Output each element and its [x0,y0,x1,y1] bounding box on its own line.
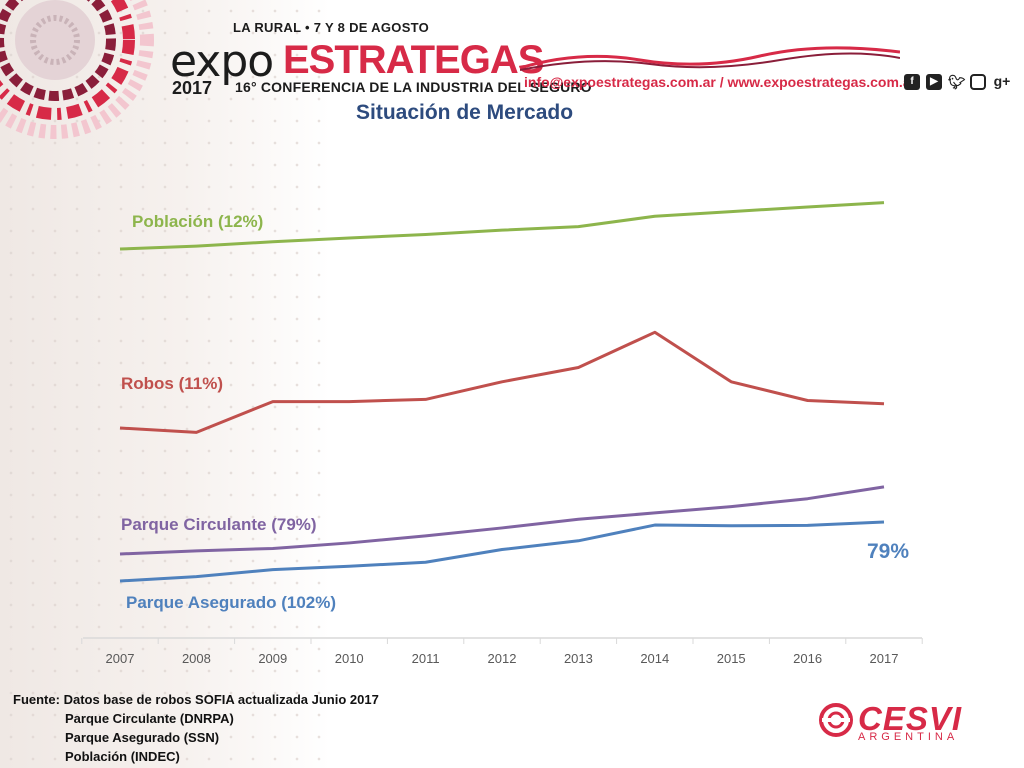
decorative-waves [520,46,900,71]
x-tick-label: 2008 [182,651,211,666]
source-notes: Fuente: Datos base de robos SOFIA actual… [13,690,379,766]
google-plus-icon[interactable]: g+ [993,73,1011,89]
decorative-circle-logo [0,0,154,139]
x-tick-label: 2007 [106,651,135,666]
twitter-icon[interactable]: 🐦︎ [948,74,966,90]
cesvi-brand: CESVI [858,700,963,737]
facebook-icon[interactable]: f [904,74,920,90]
x-tick-label: 2011 [412,651,440,666]
source-line-3: Parque Asegurado (SSN) [65,730,220,745]
x-tick-label: 2016 [793,651,822,666]
event-date: LA RURAL • 7 Y 8 DE AGOSTO [233,20,430,35]
series-line-0 [119,201,885,251]
series-label-1: Robos (11%) [121,374,223,393]
contact-info[interactable]: info@expoestrategas.com.ar / www.expoest… [524,74,917,90]
cesvi-sub: ARGENTINA [858,731,959,743]
source-line-2: Parque Circulante (DNRPA) [65,711,234,726]
x-tick-label: 2010 [335,651,364,666]
youtube-icon[interactable]: ▶ [926,74,942,90]
source-line-1: Datos base de robos SOFIA actualizada Ju… [63,692,379,707]
instagram-icon[interactable] [970,74,986,90]
series-line-3 [119,520,885,583]
logo-year: 2017 [172,78,213,98]
annotation-label: 79% [867,540,909,563]
x-tick-label: 2015 [717,651,746,666]
x-tick-label: 2012 [488,651,517,666]
series-label-0: Población (12%) [132,212,263,231]
x-tick-label: 2017 [870,651,899,666]
source-line-4: Población (INDEC) [65,749,180,764]
series-line-2 [119,485,885,556]
source-label: Fuente: [13,692,60,707]
x-tick-label: 2009 [258,651,287,666]
series-label-3: Parque Asegurado (102%) [126,593,336,612]
logo-expo: expo [170,36,274,87]
series-label-2: Parque Circulante (79%) [121,515,317,534]
social-links: f ▶ 🐦︎ g+ [904,74,1012,90]
page-title: Situación de Mercado [356,101,574,124]
cesvi-logo-icon [819,703,853,737]
logo-estrategas: ESTRATEGAS [283,38,544,82]
conference-name: 16° CONFERENCIA DE LA INDUSTRIA DEL SEGU… [235,79,592,95]
series-line-1 [119,330,885,434]
x-tick-label: 2013 [564,651,593,666]
x-tick-label: 2014 [640,651,669,666]
